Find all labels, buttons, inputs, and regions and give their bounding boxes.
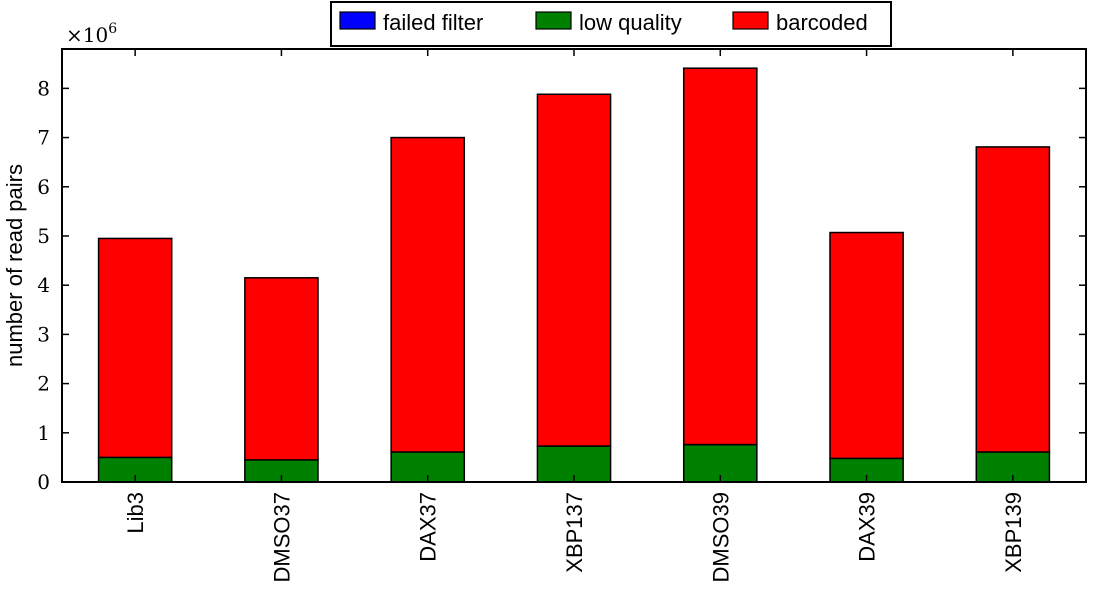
y-tick-label: 7: [37, 126, 50, 150]
x-tick-label-DAX37: DAX37: [416, 492, 441, 562]
x-axis: Lib3 DMSO37 DAX37 XBP137 DMSO39 DAX39 XBP139: [123, 49, 1026, 582]
x-tick-label-XBP139: XBP139: [1001, 492, 1026, 573]
legend-label-failed-filter: failed filter: [383, 10, 483, 35]
legend: failed filter low quality barcoded: [330, 1, 892, 47]
legend-swatch-barcoded: [732, 11, 769, 30]
bar-barcoded-XBP139: [975, 146, 1051, 453]
y-tick-label: 6: [37, 175, 50, 199]
bars-group: [97, 67, 1051, 483]
y-axis-label: number of read pairs: [2, 164, 27, 367]
bar-barcoded-DAX39: [829, 231, 904, 460]
y-tick-label: 5: [37, 224, 50, 248]
bar-barcoded-XBP137: [536, 93, 612, 447]
y-tick-label: 0: [37, 470, 50, 494]
bar-barcoded-Lib3: [97, 237, 173, 459]
y-tick-label: 4: [37, 273, 50, 297]
x-tick-label-DAX39: DAX39: [855, 492, 880, 562]
x-tick-label-Lib3: Lib3: [123, 492, 148, 534]
x-tick-label-DMSO37: DMSO37: [269, 492, 294, 582]
multiplier-exponent: 6: [108, 21, 117, 37]
legend-box: [330, 1, 892, 47]
bar-barcoded-DMSO37: [244, 277, 319, 461]
x-tick-label-XBP137: XBP137: [562, 492, 587, 573]
y-tick-label: 3: [37, 322, 50, 346]
legend-label-low-quality: low quality: [579, 10, 682, 35]
bar-barcoded-DAX37: [390, 136, 466, 453]
legend-swatch-failed-filter: [339, 11, 376, 30]
x-tick-label-DMSO39: DMSO39: [708, 492, 733, 582]
y-axis: 0 1 2 3 4 5 6 7 8: [37, 76, 1086, 494]
bar-barcoded-DMSO39: [682, 67, 758, 446]
multiplier-base: ×10: [66, 23, 108, 47]
legend-label-barcoded: barcoded: [776, 10, 868, 35]
y-tick-label: 8: [37, 76, 50, 100]
y-tick-label: 2: [37, 372, 50, 396]
y-tick-label: 1: [37, 421, 50, 445]
y-axis-multiplier: ×106: [66, 21, 117, 47]
legend-swatch-low-quality: [535, 11, 572, 30]
